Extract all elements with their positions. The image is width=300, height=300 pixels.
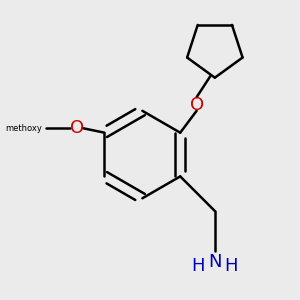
Text: H: H bbox=[224, 256, 238, 274]
Text: O: O bbox=[190, 96, 205, 114]
Text: methoxy: methoxy bbox=[5, 124, 42, 133]
Text: H: H bbox=[192, 256, 205, 274]
Text: O: O bbox=[70, 119, 84, 137]
Text: N: N bbox=[208, 253, 222, 271]
